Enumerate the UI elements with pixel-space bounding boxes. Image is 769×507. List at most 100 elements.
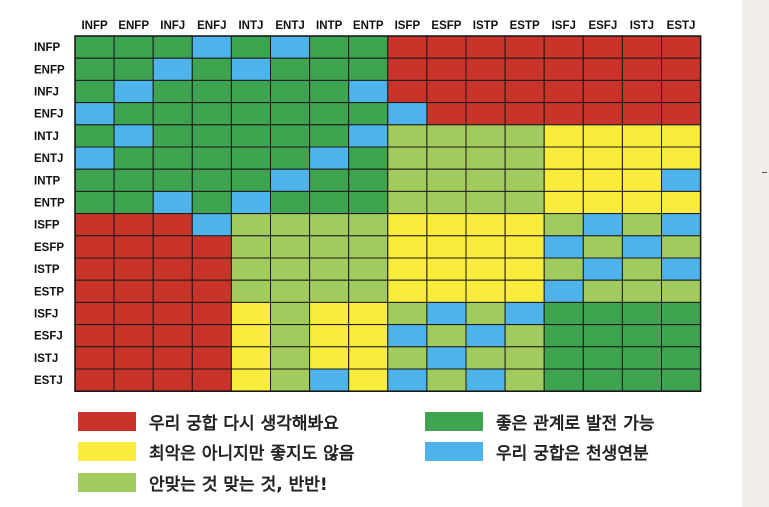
cell-infj-intj <box>230 79 271 104</box>
row-header-intj: INTJ <box>34 131 59 143</box>
cell-isfp-infp <box>74 213 115 237</box>
cell-enfj-enfj <box>191 102 232 126</box>
cell-infj-estp <box>504 79 545 104</box>
cell-esfj-estp <box>504 324 545 348</box>
column-header-intj: INTJ <box>238 20 263 32</box>
cell-estp-istj <box>621 279 663 303</box>
cell-entp-esfp <box>426 190 467 215</box>
column-header-isfp: ISFP <box>395 20 421 32</box>
cell-istj-intj <box>230 346 271 370</box>
cell-estp-entp <box>348 279 389 303</box>
cell-enfp-esfj <box>582 57 623 81</box>
row-header-infp: INFP <box>34 42 61 54</box>
row-header-enfp: ENFP <box>34 64 65 76</box>
cell-istj-esfp <box>426 346 467 370</box>
cell-istp-infj <box>152 257 193 281</box>
cell-entp-entp <box>348 190 389 215</box>
cell-isfj-esfj <box>582 301 623 326</box>
cell-enfj-intj <box>230 102 271 126</box>
cell-enfp-isfj <box>543 57 584 81</box>
cell-isfj-istj <box>621 301 663 326</box>
cell-infj-isfp <box>387 79 428 104</box>
cell-estj-intj <box>230 368 271 392</box>
row-header-infj: INFJ <box>34 87 59 99</box>
cell-estp-esfj <box>582 279 623 303</box>
row-header-intp: INTP <box>34 175 61 187</box>
cell-infp-isfj <box>543 35 584 59</box>
cell-enfp-intj <box>230 57 271 81</box>
cell-infp-esfp <box>426 35 467 59</box>
cell-infp-entp <box>348 35 389 59</box>
cell-istp-isfp <box>387 257 428 281</box>
cell-entj-istp <box>465 146 506 170</box>
column-header-enfj: ENFJ <box>197 20 226 32</box>
cell-estj-intp <box>309 368 350 392</box>
cell-intp-esfp <box>426 168 467 192</box>
cell-estj-entj <box>270 368 311 392</box>
cell-istp-istp <box>465 257 506 281</box>
column-header-infp: INFP <box>81 20 108 32</box>
cell-esfp-enfj <box>191 235 232 259</box>
cell-estj-estp <box>504 368 545 392</box>
cell-infp-isfp <box>387 35 428 59</box>
row-header-enfj: ENFJ <box>34 109 63 121</box>
cell-infp-infj <box>152 35 193 59</box>
cell-isfp-istj <box>621 213 663 237</box>
cell-esfj-infp <box>74 324 115 348</box>
cell-intj-intj <box>230 124 271 148</box>
cell-isfp-esfp <box>426 213 467 237</box>
cell-esfp-isfp <box>387 235 428 259</box>
cell-esfp-estp <box>504 235 545 259</box>
cell-entj-infp <box>74 146 115 170</box>
cell-entj-isfj <box>543 146 584 170</box>
cell-isfj-intj <box>230 301 271 326</box>
cell-istp-intj <box>230 257 271 281</box>
cell-infj-esfj <box>582 79 623 104</box>
grid-border <box>74 35 702 392</box>
column-header-infj: INFJ <box>160 20 185 32</box>
cell-intp-intj <box>230 168 271 192</box>
cell-entj-infj <box>152 146 193 170</box>
cell-intp-isfp <box>387 168 428 192</box>
cell-istj-esfj <box>582 346 623 370</box>
cell-esfp-istp <box>465 235 506 259</box>
cell-enfj-infj <box>152 102 193 126</box>
cell-intp-enfj <box>191 168 232 192</box>
cell-enfp-intp <box>309 57 350 81</box>
cell-estp-entj <box>270 279 311 303</box>
cell-isfj-enfp <box>113 301 154 326</box>
cell-estj-enfp <box>113 368 154 392</box>
column-header-estj: ESTJ <box>667 20 696 32</box>
cell-isfp-enfp <box>113 213 154 237</box>
cell-enfj-entj <box>270 102 311 126</box>
cell-entj-entj <box>270 146 311 170</box>
cell-estj-isfj <box>543 368 584 392</box>
cell-infp-entj <box>270 35 311 59</box>
cell-esfp-intp <box>309 235 350 259</box>
cell-entj-estp <box>504 146 545 170</box>
cell-entp-infp <box>74 190 115 215</box>
column-header-esfj: ESFJ <box>588 20 617 32</box>
cell-isfp-entp <box>348 213 389 237</box>
cell-intp-istp <box>465 168 506 192</box>
cell-esfp-infp <box>74 235 115 259</box>
cell-estp-isfj <box>543 279 584 303</box>
cell-estp-enfj <box>191 279 232 303</box>
cell-intp-estp <box>504 168 545 192</box>
cell-isfj-isfj <box>543 301 584 326</box>
cell-intj-esfj <box>582 124 623 148</box>
cell-istj-isfp <box>387 346 428 370</box>
column-header-istj: ISTJ <box>630 20 654 32</box>
cell-entj-enfj <box>191 146 232 170</box>
cell-esfp-entp <box>348 235 389 259</box>
cell-enfj-isfp <box>387 102 428 126</box>
row-header-istp: ISTP <box>34 264 60 276</box>
cell-enfp-infp <box>74 57 115 81</box>
compatibility-heatmap: INFP INFP ENFP ENFP INFJ INFJ ENFJ ENFJ INTJ INTJ… <box>34 20 702 392</box>
cell-istp-istj <box>621 257 663 281</box>
cell-entj-estj <box>661 146 702 170</box>
cell-istj-estj <box>661 346 702 370</box>
cell-isfp-isfp <box>387 213 428 237</box>
cell-entp-intp <box>309 190 350 215</box>
cell-enfj-estp <box>504 102 545 126</box>
